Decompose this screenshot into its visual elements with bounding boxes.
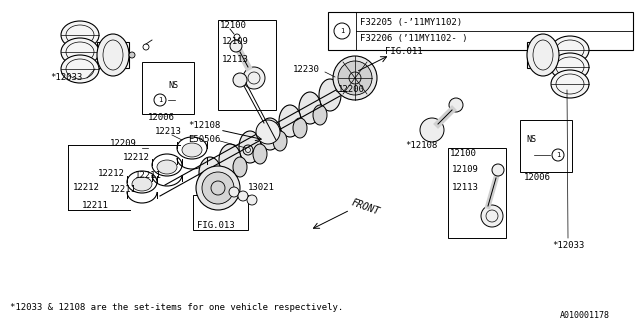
Circle shape [229,187,239,197]
Bar [142,62,194,114]
Ellipse shape [299,92,321,124]
Circle shape [449,98,463,112]
Circle shape [230,40,242,52]
Ellipse shape [97,34,129,76]
Text: 12109: 12109 [222,37,249,46]
Circle shape [338,61,372,95]
Text: NS: NS [526,135,536,145]
Text: A010001178: A010001178 [560,310,610,319]
Circle shape [243,67,265,89]
Text: 12006: 12006 [148,114,175,123]
Circle shape [238,191,248,201]
Ellipse shape [199,157,221,189]
Ellipse shape [132,177,152,191]
Text: 12230: 12230 [293,66,320,75]
Ellipse shape [182,143,202,157]
Ellipse shape [66,59,94,79]
Text: *12108: *12108 [188,121,220,130]
Text: 12100: 12100 [220,20,247,29]
Text: 12200: 12200 [338,85,365,94]
Text: 12211: 12211 [110,186,137,195]
Ellipse shape [253,144,267,164]
Text: 1: 1 [340,28,344,34]
Ellipse shape [273,131,287,151]
Text: FIG.013: FIG.013 [197,220,235,229]
Text: 12209: 12209 [110,139,137,148]
Text: 12212: 12212 [98,169,125,178]
Ellipse shape [279,105,301,137]
Ellipse shape [259,118,281,150]
Ellipse shape [551,36,589,64]
Ellipse shape [319,79,341,111]
Text: 12006: 12006 [524,172,551,181]
Ellipse shape [61,21,99,49]
Ellipse shape [313,105,327,125]
Circle shape [481,205,503,227]
Text: FRONT: FRONT [350,197,381,217]
Circle shape [202,172,234,204]
Circle shape [420,118,444,142]
Bar [520,120,572,172]
Ellipse shape [233,157,247,177]
Ellipse shape [556,57,584,77]
Circle shape [256,120,280,144]
Ellipse shape [61,55,99,83]
Text: 12113: 12113 [222,55,249,65]
Circle shape [492,164,504,176]
Ellipse shape [66,25,94,45]
Ellipse shape [157,160,177,174]
Bar [527,42,559,68]
Bar [448,148,506,238]
Text: E50506: E50506 [188,135,220,145]
Ellipse shape [219,144,241,176]
Ellipse shape [556,40,584,60]
Ellipse shape [533,40,553,70]
Text: F32206 (’11MY1102- ): F32206 (’11MY1102- ) [360,35,467,44]
Text: NS: NS [168,81,178,90]
Text: FIG.011: FIG.011 [385,47,422,57]
Text: 13021: 13021 [248,183,275,193]
Text: F32205 (-’11MY1102): F32205 (-’11MY1102) [360,18,462,27]
Ellipse shape [293,118,307,138]
Text: 12212: 12212 [73,183,100,193]
Ellipse shape [556,74,584,94]
Text: *12108: *12108 [405,140,437,149]
Circle shape [129,52,135,58]
Text: *12033 & 12108 are the set-items for one vehicle respectively.: *12033 & 12108 are the set-items for one… [10,303,343,313]
Circle shape [247,195,257,205]
Ellipse shape [66,42,94,62]
Ellipse shape [239,131,261,163]
Bar [193,195,248,230]
Ellipse shape [551,53,589,81]
Ellipse shape [103,40,123,70]
Text: 1: 1 [158,97,162,103]
Text: 12113: 12113 [452,183,479,193]
Text: 12212: 12212 [123,154,150,163]
Text: 12109: 12109 [452,165,479,174]
Bar [97,42,129,68]
Circle shape [196,166,240,210]
Ellipse shape [527,34,559,76]
Ellipse shape [61,38,99,66]
Text: *12033: *12033 [552,241,584,250]
Text: 12211: 12211 [82,201,109,210]
Ellipse shape [551,70,589,98]
Circle shape [233,73,247,87]
Bar [328,12,633,50]
Text: *12033: *12033 [50,74,83,83]
Text: 12211: 12211 [135,171,162,180]
Bar [218,20,276,110]
Text: 1: 1 [556,152,560,158]
Text: 12100: 12100 [450,148,477,157]
Circle shape [333,56,377,100]
Text: 12213: 12213 [155,127,182,137]
